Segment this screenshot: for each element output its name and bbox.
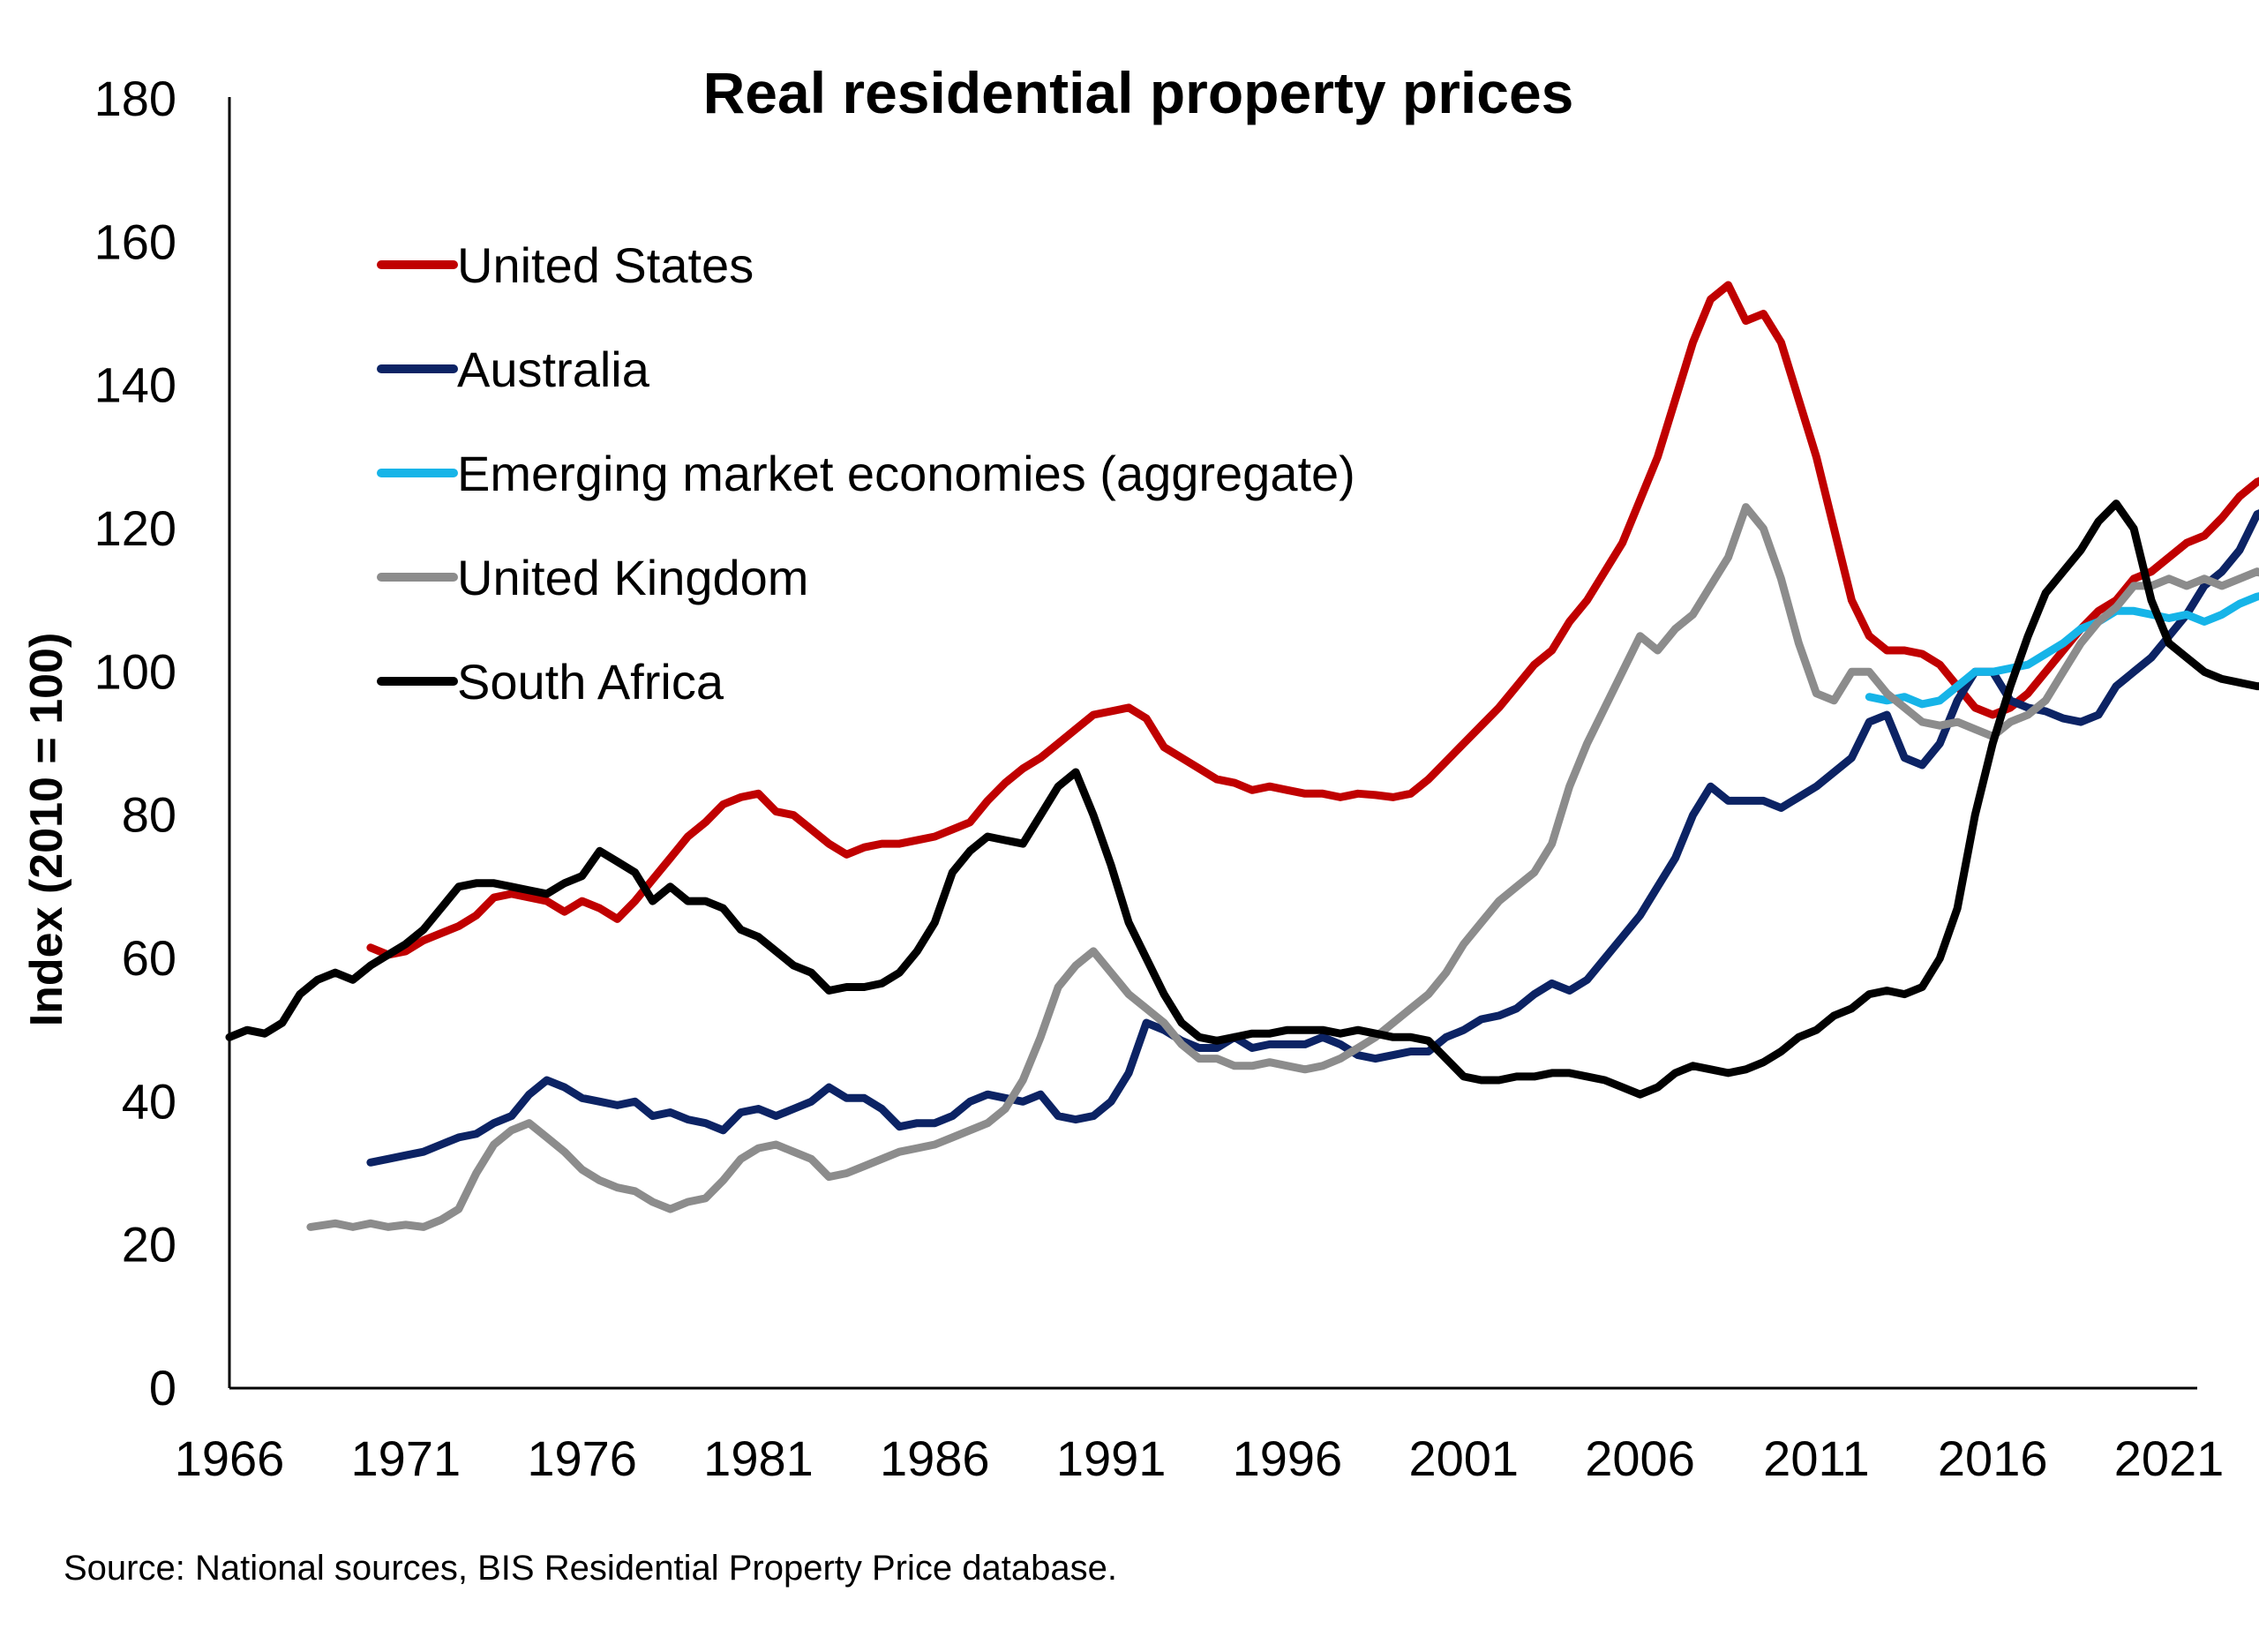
y-axis-tick-labels: 0 20 40 60 80 100 120 140 160 180 — [94, 71, 176, 1415]
x-tick-label: 1991 — [1056, 1430, 1167, 1486]
source-note: Source: National sources, BIS Residentia… — [64, 1549, 1117, 1588]
y-tick-label: 100 — [94, 643, 176, 699]
x-tick-label: 2021 — [2114, 1430, 2225, 1486]
legend-item: Emerging market economies (aggregate) — [377, 446, 1355, 501]
legend-item: United Kingdom — [377, 550, 808, 605]
x-tick-label: 2016 — [1938, 1430, 2048, 1486]
legend-label: Australia — [457, 342, 650, 397]
y-tick-label: 40 — [122, 1073, 176, 1129]
legend-label: United States — [457, 237, 754, 293]
legend-item: South Africa — [377, 654, 724, 710]
y-tick-label: 140 — [94, 357, 176, 413]
y-tick-label: 60 — [122, 930, 176, 986]
x-tick-label: 2006 — [1585, 1430, 1695, 1486]
x-tick-label: 1971 — [351, 1430, 462, 1486]
chart-title: Real residential property prices — [703, 60, 1574, 125]
legend: United States Australia Emerging market ec… — [377, 237, 1355, 710]
series-lines — [225, 281, 2259, 1231]
series-line-australia — [366, 509, 2259, 1167]
x-tick-label: 1996 — [1233, 1430, 1343, 1486]
x-tick-label: 2011 — [1763, 1430, 1869, 1486]
y-tick-label: 80 — [122, 787, 176, 843]
y-tick-label: 120 — [94, 500, 176, 556]
x-tick-label: 1986 — [880, 1430, 990, 1486]
y-tick-label: 180 — [94, 71, 176, 126]
legend-label: United Kingdom — [457, 550, 808, 605]
x-tick-label: 1976 — [527, 1430, 637, 1486]
legend-item: United States — [377, 237, 754, 293]
x-tick-label: 1981 — [703, 1430, 814, 1486]
x-axis-tick-labels: 1966 1971 1976 1981 1986 1991 1996 2001 2006 2011… — [175, 1430, 2225, 1486]
series-line-united-kingdom — [306, 503, 2259, 1231]
series-line-emerging-market-economies-aggregate — [1865, 592, 2259, 709]
y-tick-label: 160 — [94, 214, 176, 269]
y-axis-label: Index (2010 = 100) — [21, 633, 72, 1027]
legend-label: South Africa — [457, 654, 724, 710]
x-tick-label: 2001 — [1408, 1430, 1519, 1486]
y-tick-label: 20 — [122, 1217, 176, 1273]
x-tick-label: 1966 — [175, 1430, 285, 1486]
legend-label: Emerging market economies (aggregate) — [457, 446, 1355, 501]
series-line-south-africa — [225, 499, 2259, 1099]
y-tick-label: 0 — [149, 1360, 176, 1415]
legend-item: Australia — [377, 342, 650, 397]
series-line-united-states — [366, 281, 2259, 959]
